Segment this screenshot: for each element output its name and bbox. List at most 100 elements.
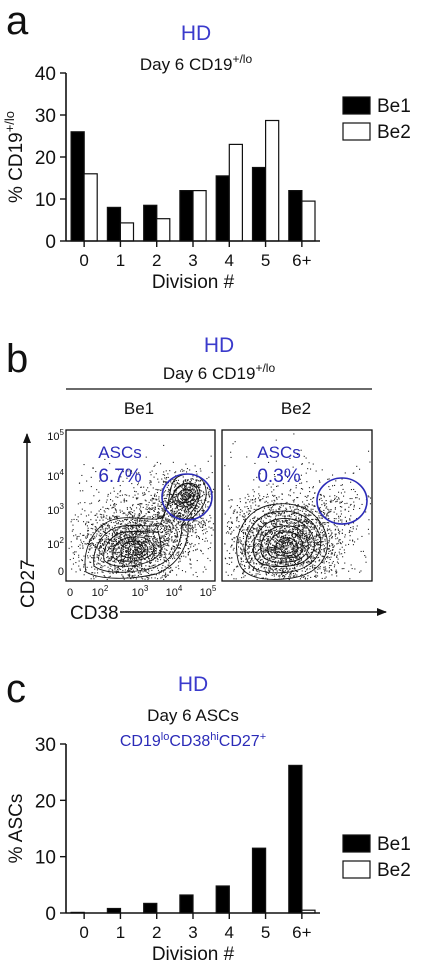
chart-a-bar-be2-div-4 <box>228 143 244 242</box>
panel-b: b HD Day 6 CD19+/lo Be1 Be2 ASCs 6.7% <box>6 334 387 624</box>
flow-plot-be1-label: Be1 <box>124 399 154 418</box>
panel-a-letter: a <box>6 0 29 43</box>
chart-a-bar-be2-div-2 <box>156 218 171 242</box>
chart-c-legend-label-be2: Be2 <box>377 860 411 881</box>
chart-c-x-tick-label-3: 3 <box>188 923 197 942</box>
chart-c-bar-be1-div-2 <box>143 902 158 914</box>
flow-x-tick-3: 104 <box>166 584 183 599</box>
chart-c-y-tick-label-10: 10 <box>35 848 56 869</box>
chart-a-x-tick-label-5: 5 <box>261 251 270 270</box>
chart-a-bar-be1-div-0 <box>70 131 85 242</box>
flow-x-tick-1: 102 <box>92 584 109 599</box>
panel-b-letter: b <box>6 337 28 381</box>
panel-a-chart: 0 10 20 30 40 0 1 2 3 4 5 6+ Division # % CD19+/lo <box>2 64 320 293</box>
flow-y-tick-4: 0 <box>58 566 64 578</box>
cd27-axis-label: CD27 <box>18 559 39 608</box>
panel-c-population-label: CD19loCD38hiCD27+ <box>120 731 266 750</box>
chart-a-x-tick-label-3: 3 <box>188 251 197 270</box>
chart-a-legend-swatch-be2 <box>342 122 371 141</box>
panel-b-subtitle: Day 6 CD19+/lo <box>163 361 276 383</box>
flow-plot-be2: ASCs 0.3% <box>221 429 373 582</box>
chart-a-y-tick-label-30: 30 <box>35 106 56 127</box>
chart-c-x-tick-label-1: 1 <box>116 923 125 942</box>
flow-y-tick-1: 104 <box>47 468 64 483</box>
flow-y-tick-labels: 105 104 103 102 0 <box>47 428 64 578</box>
chart-c-legend-label-be1: Be1 <box>377 834 411 855</box>
chart-a-bar-be1-div-5 <box>251 166 267 242</box>
chart-a-x-tick-label-1: 1 <box>116 251 125 270</box>
asc-gate-be2-label: ASCs <box>257 443 300 462</box>
chart-a-legend-label-be2: Be2 <box>377 122 411 143</box>
chart-a-y-tick-label-10: 10 <box>35 190 56 211</box>
panel-c-chart: 0 10 20 30 0 1 2 3 4 5 6+ Division # % ASCs <box>6 735 320 965</box>
panel-b-hd-title: HD <box>204 334 234 357</box>
chart-c-x-tick-label-2: 2 <box>152 923 161 942</box>
flow-x-axis: CD38 0 102 103 104 105 <box>67 584 387 624</box>
chart-c-legend-swatch-be1 <box>342 834 371 853</box>
flow-x-tick-2: 103 <box>132 584 149 599</box>
panel-a-subtitle: Day 6 CD19+/lo <box>140 52 253 74</box>
chart-a-bar-be2-div-1 <box>119 222 135 242</box>
chart-a-x-axis-label: Division # <box>152 272 235 293</box>
chart-c-bar-be1-div-6 <box>288 764 303 914</box>
chart-c-y-axis-label: % ASCs <box>6 794 27 864</box>
panel-a: a HD Day 6 CD19+/lo 0 10 20 30 40 0 1 2 3 4 5 6+ Div… <box>2 0 411 293</box>
asc-gate-be1-value: 6.7% <box>98 466 141 487</box>
chart-a-y-tick-label-40: 40 <box>35 64 56 85</box>
flow-y-tick-0: 105 <box>47 428 64 443</box>
chart-a-x-tick-label-0: 0 <box>79 251 88 270</box>
chart-a-bar-be1-div-3 <box>179 190 194 242</box>
flow-y-tick-3: 102 <box>47 536 64 551</box>
panel-c-letter: c <box>6 667 26 711</box>
chart-c-bar-be1-div-5 <box>251 847 267 914</box>
chart-a-bar-be1-div-6 <box>288 190 303 242</box>
chart-c-x-tick-label-5: 5 <box>261 923 270 942</box>
chart-a-legend-label-be1: Be1 <box>377 96 411 117</box>
chart-a-bar-be1-div-4 <box>215 175 230 242</box>
chart-a-bar-be1-div-2 <box>143 204 158 242</box>
cd38-axis-label: CD38 <box>70 603 119 624</box>
chart-a-bar-be1-div-1 <box>106 206 122 242</box>
chart-a-bar-be2-div-3 <box>192 190 207 242</box>
panel-a-hd-title: HD <box>181 22 211 45</box>
chart-c-y-tick-label-20: 20 <box>35 791 56 812</box>
asc-gate-be2-value: 0.3% <box>257 466 300 487</box>
asc-gate-be2 <box>316 477 368 525</box>
flow-y-tick-2: 103 <box>47 502 64 517</box>
flow-plot-be2-contours <box>236 503 328 580</box>
flow-plot-be1: ASCs 6.7% <box>65 429 216 582</box>
chart-c-x-tick-label-6: 6+ <box>292 923 311 942</box>
chart-a-x-tick-label-6: 6+ <box>292 251 311 270</box>
chart-c-bar-be1-div-3 <box>179 894 194 914</box>
asc-gate-be1-label: ASCs <box>98 443 141 462</box>
chart-a-x-tick-label-2: 2 <box>152 251 161 270</box>
chart-a-y-axis-label: % CD19+/lo <box>2 111 27 203</box>
chart-a-y-tick-label-0: 0 <box>45 232 56 253</box>
panel-c-subtitle: Day 6 ASCs <box>147 706 239 725</box>
flow-x-tick-4: 105 <box>200 584 217 599</box>
panel-c-hd-title: HD <box>178 673 208 696</box>
flow-x-tick-labels: 0 102 103 104 105 <box>67 584 217 599</box>
asc-gate-be1 <box>161 473 213 521</box>
chart-c-x-axis-label: Division # <box>152 944 235 965</box>
chart-c-x-tick-label-0: 0 <box>79 923 88 942</box>
panel-c: c HD Day 6 ASCs CD19loCD38hiCD27+ 010203… <box>6 667 411 965</box>
chart-c-x-tick-label-4: 4 <box>225 923 234 942</box>
chart-c-bar-be1-div-4 <box>215 885 230 914</box>
flow-plot-be1-events <box>68 444 215 580</box>
chart-a-y-tick-label-20: 20 <box>35 148 56 169</box>
chart-c-legend-swatch-be2 <box>342 860 371 879</box>
flow-plot-be2-label: Be2 <box>281 399 311 418</box>
flow-x-tick-0: 0 <box>67 587 73 599</box>
chart-a-bar-be2-div-5 <box>265 119 280 242</box>
chart-a-legend-swatch-be1 <box>342 96 371 115</box>
chart-a-x-tick-label-4: 4 <box>225 251 234 270</box>
flow-y-axis: CD27 105 104 103 102 0 <box>18 428 65 608</box>
chart-a-bar-be2-div-6 <box>301 200 316 242</box>
chart-c-y-tick-label-0: 0 <box>45 904 56 925</box>
chart-a-bar-be2-div-0 <box>83 173 98 242</box>
chart-c-y-tick-label-30: 30 <box>35 735 56 756</box>
